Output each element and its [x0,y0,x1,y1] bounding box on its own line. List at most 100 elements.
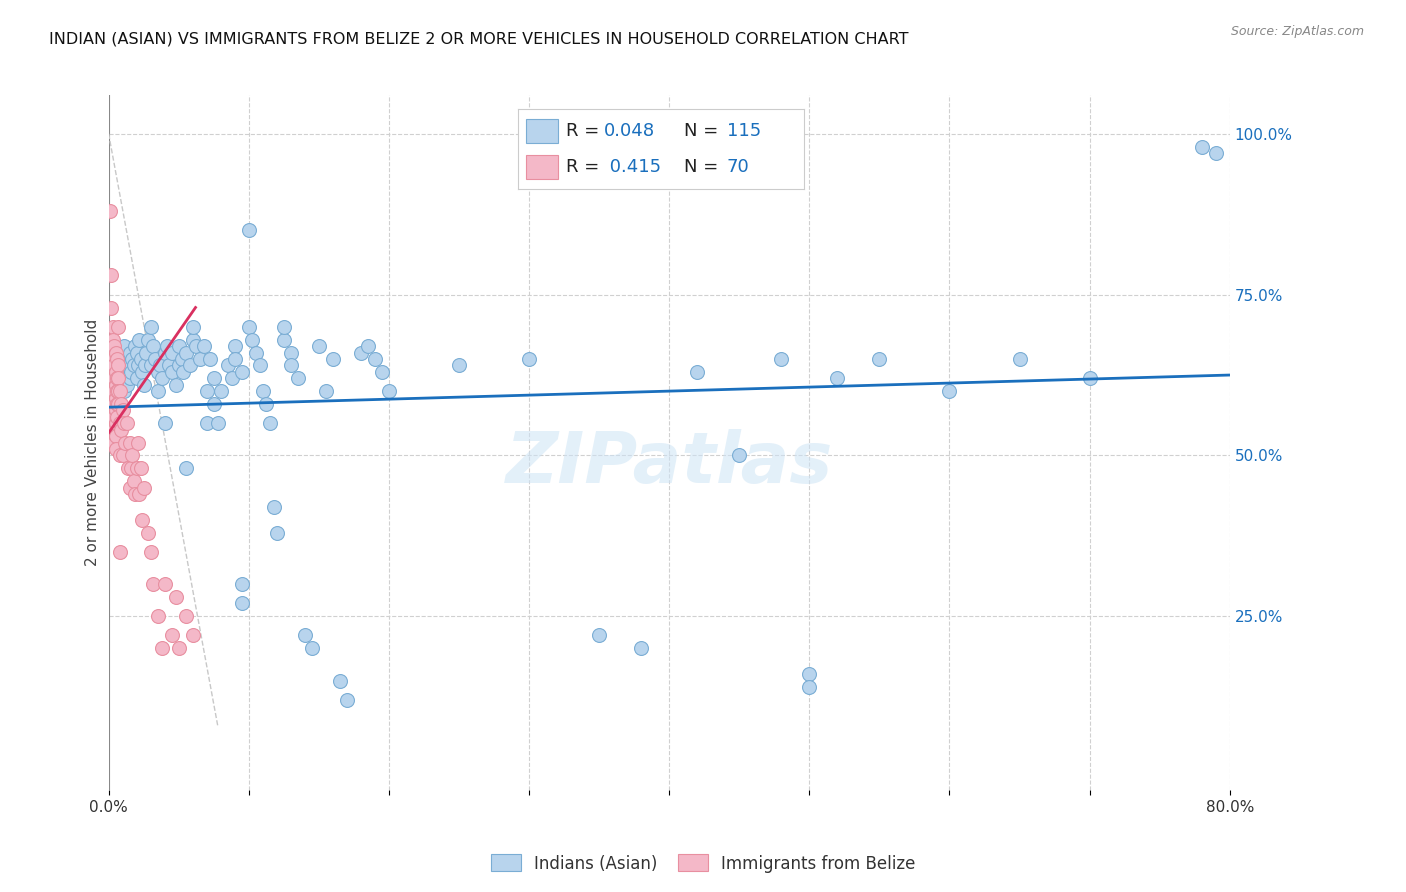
Point [104,391,127,405]
Point [101,391,124,405]
Point [336,693,359,707]
Point [371,365,394,379]
Point [209,384,232,398]
Point [127,359,149,373]
Point [104,442,127,456]
Point [172,365,194,379]
Point [150,641,173,656]
Point [117,359,139,373]
Point [111,371,134,385]
Point [124,487,146,501]
Point [198,351,221,366]
Point [287,371,309,385]
Point [104,417,127,431]
Point [120,461,142,475]
Point [131,513,153,527]
Point [110,397,132,411]
Point [101,403,124,417]
Point [103,384,125,398]
Point [101,333,124,347]
Point [149,359,172,373]
Point [121,449,143,463]
Point [174,345,197,359]
Point [117,461,139,475]
Point [108,384,131,398]
Point [108,384,131,398]
Point [100,268,122,283]
Point [157,359,180,373]
Point [105,371,128,385]
Point [301,641,323,656]
Point [240,333,263,347]
Point [118,371,141,385]
Point [107,359,129,373]
Point [115,417,138,431]
Point [111,449,134,463]
Point [142,339,165,353]
Point [135,345,157,359]
Point [146,384,169,398]
Point [630,641,652,656]
Point [104,429,127,443]
Point [112,384,135,398]
Point [231,365,253,379]
Point [224,339,246,353]
Point [103,371,125,385]
Point [134,359,156,373]
Point [101,417,124,431]
Point [322,351,344,366]
Point [103,409,125,424]
Point [160,345,183,359]
Point [118,481,141,495]
Legend: Indians (Asian), Immigrants from Belize: Indians (Asian), Immigrants from Belize [484,847,922,880]
Point [104,403,127,417]
Point [127,435,149,450]
Point [174,609,197,624]
Point [150,371,173,385]
Point [108,449,131,463]
Point [188,351,211,366]
Point [160,365,183,379]
Point [121,351,143,366]
Point [118,345,141,359]
Point [114,435,136,450]
Point [799,667,821,681]
Point [122,359,145,373]
Point [114,365,136,379]
Point [1078,371,1101,385]
Point [108,545,131,559]
Point [181,628,204,642]
Point [101,351,124,366]
Point [728,449,751,463]
Point [165,377,187,392]
Point [112,417,135,431]
Point [254,397,277,411]
Point [263,500,285,514]
Point [105,409,128,424]
Point [153,577,176,591]
Point [156,339,179,353]
Point [131,365,153,379]
Point [308,339,330,353]
Point [686,365,709,379]
Point [868,351,890,366]
Point [139,359,162,373]
Point [105,377,128,392]
Point [136,525,159,540]
Point [357,339,380,353]
Point [143,351,166,366]
Point [1205,146,1227,161]
Point [153,417,176,431]
Point [294,628,316,642]
Point [139,545,162,559]
Point [1191,139,1213,153]
Point [105,397,128,411]
Point [103,384,125,398]
Point [100,301,122,315]
Point [112,339,135,353]
Point [122,474,145,488]
Point [118,435,141,450]
Point [273,333,295,347]
Point [111,359,134,373]
Point [124,339,146,353]
